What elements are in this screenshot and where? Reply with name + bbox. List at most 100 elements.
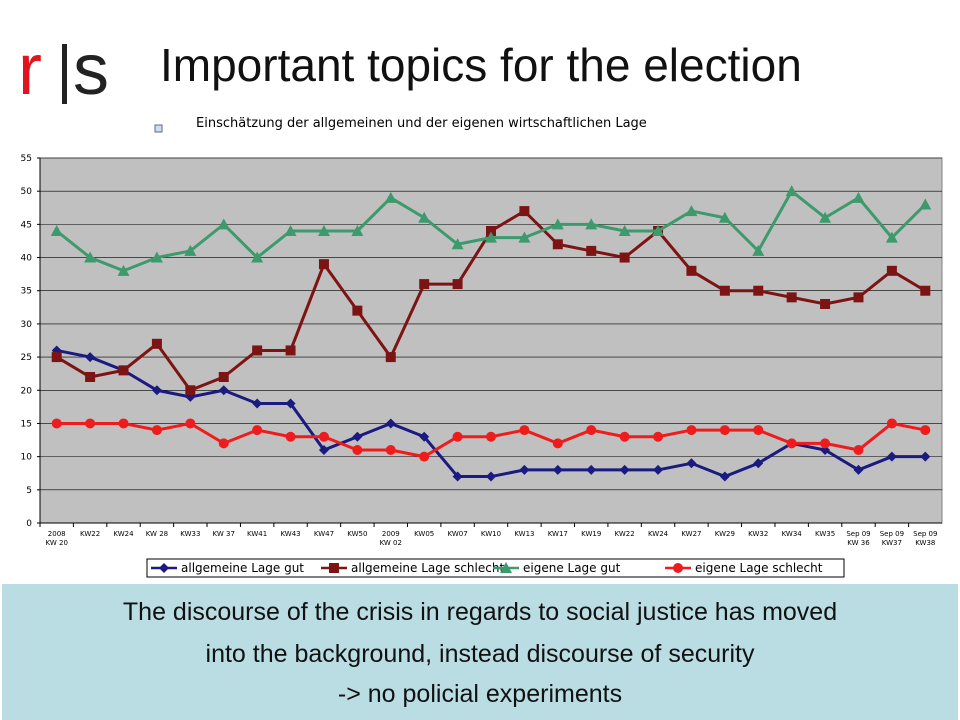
x-tick-label: KW35 — [815, 530, 835, 538]
data-point — [352, 431, 363, 442]
x-tick-label: KW43 — [280, 530, 300, 538]
data-point — [252, 345, 263, 356]
data-point — [820, 299, 831, 309]
data-point — [586, 464, 597, 475]
x-tick-label: Sep 09 — [880, 530, 904, 538]
data-point — [919, 198, 932, 210]
chart-title: Einschätzung der allgemeinen und der eig… — [196, 116, 647, 131]
data-point — [486, 431, 496, 442]
caption-line-1: The discourse of the crisis in regards t… — [122, 598, 838, 626]
data-point — [318, 445, 329, 455]
y-tick-label: 20 — [21, 386, 33, 396]
data-point — [886, 451, 897, 462]
data-point — [819, 211, 832, 223]
data-point — [150, 251, 163, 263]
x-tick-label: KW34 — [782, 530, 803, 538]
data-point — [351, 225, 364, 236]
data-point — [218, 372, 229, 382]
series-2 — [51, 206, 931, 396]
caption-box: The discourse of the crisis in regards t… — [2, 584, 958, 720]
legend-marker — [329, 563, 339, 573]
data-point — [519, 206, 530, 217]
data-point — [85, 352, 96, 363]
data-point — [452, 431, 463, 442]
data-point — [419, 451, 430, 462]
data-point — [586, 425, 597, 436]
x-tick-label: KW38 — [915, 539, 935, 547]
data-point — [618, 225, 631, 236]
data-point — [117, 264, 130, 276]
data-point — [452, 471, 463, 482]
data-point — [451, 238, 464, 250]
data-point — [752, 244, 765, 256]
data-point — [85, 372, 96, 382]
data-point — [719, 425, 730, 436]
data-point — [185, 385, 196, 396]
data-point — [652, 225, 665, 236]
data-point — [719, 285, 730, 296]
data-point — [551, 218, 564, 230]
data-point — [785, 185, 798, 197]
data-point — [252, 398, 263, 409]
legend-label: eigene Lage schlecht — [695, 561, 823, 575]
data-point — [285, 398, 296, 409]
y-tick-label: 15 — [21, 419, 32, 429]
data-point — [885, 231, 898, 243]
data-point — [853, 292, 864, 303]
x-tick-label: KW33 — [180, 530, 200, 538]
x-tick-label: KW17 — [548, 530, 568, 538]
data-point — [685, 205, 698, 217]
legend-label: allgemeine Lage gut — [181, 561, 304, 575]
data-point — [318, 431, 329, 442]
caption-line-3: -> no policial experiments — [337, 680, 623, 708]
series-4 — [51, 418, 931, 462]
data-point — [252, 425, 263, 436]
data-point — [151, 385, 162, 396]
x-tick-label: KW 36 — [847, 539, 870, 547]
data-point — [85, 418, 96, 429]
data-point — [284, 225, 297, 236]
data-point — [218, 385, 229, 396]
data-point — [418, 211, 431, 223]
legend-marker — [673, 563, 683, 573]
x-tick-label: KW37 — [882, 539, 902, 547]
data-point — [552, 438, 563, 449]
x-tick-label: Sep 09 — [913, 530, 937, 538]
x-tick-label: KW 20 — [46, 539, 68, 547]
data-point — [50, 225, 63, 236]
y-tick-label: 0 — [26, 519, 32, 529]
y-tick-label: 40 — [21, 254, 33, 264]
data-point — [786, 438, 797, 449]
data-point — [552, 239, 563, 250]
logo-letter-s: s — [73, 30, 109, 110]
x-tick-label: KW 28 — [146, 530, 168, 538]
data-point — [619, 464, 630, 475]
legend-marker — [500, 562, 512, 573]
data-point — [519, 464, 530, 475]
x-tick-label: KW24 — [113, 530, 134, 538]
legend-label: allgemeine Lage schlecht — [351, 561, 504, 575]
data-point — [753, 458, 764, 469]
y-tick-label: 50 — [21, 187, 33, 197]
data-point — [185, 418, 196, 429]
x-tick-label: KW 37 — [213, 530, 235, 538]
x-tick-label: KW27 — [681, 530, 701, 538]
data-point — [886, 265, 897, 276]
data-point — [384, 191, 397, 203]
data-point — [151, 425, 162, 436]
data-point — [753, 425, 764, 436]
x-tick-label: KW13 — [514, 530, 534, 538]
line-chart: Einschätzung der allgemeinen und der eig… — [2, 116, 952, 584]
y-tick-label: 5 — [26, 486, 32, 496]
data-point — [619, 252, 630, 263]
y-tick-label: 10 — [21, 453, 33, 463]
x-tick-label: KW22 — [615, 530, 635, 538]
x-tick-label: KW32 — [748, 530, 768, 538]
data-point — [653, 431, 664, 442]
y-tick-label: 25 — [21, 353, 32, 363]
data-point — [852, 191, 865, 203]
x-tick-label: 2009 — [382, 530, 400, 538]
data-point — [285, 345, 296, 356]
title-marker-icon — [154, 124, 163, 133]
data-point — [419, 431, 430, 442]
